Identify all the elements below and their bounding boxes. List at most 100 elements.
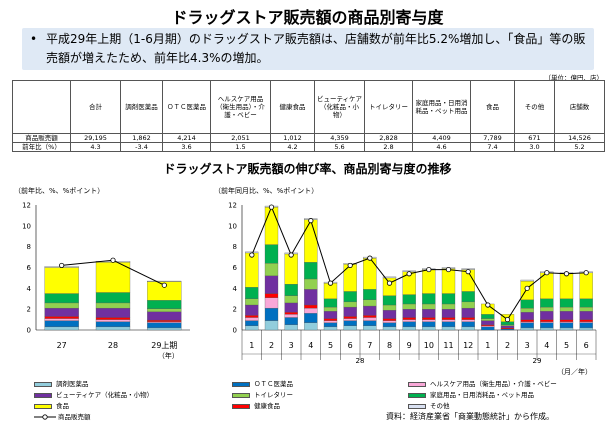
legend-item-line: 商品販売額 [34,411,91,421]
bar-segment [402,319,416,322]
bar-segment [579,322,593,329]
bar-segment [44,326,79,331]
bar-segment [500,325,515,329]
sales-table: 合計 調剤医薬品 ＯＴＣ医薬品 ヘルスケア用品（衛生用品）・介護・ベビー 健康食… [12,80,605,152]
bar-segment [264,293,279,298]
bar-segment [147,280,182,282]
x-tick-label: 5 [564,341,569,350]
sales-line-point [110,257,116,263]
bar-segment [559,298,574,308]
bar-segment [147,319,182,322]
bar-segment [402,326,416,331]
bar-segment [343,325,357,331]
bar-segment [441,309,456,318]
sales-line [251,205,587,321]
legend-label: 健康食品 [254,402,280,410]
bar-segment [363,299,377,307]
bar-segment [559,311,574,320]
bar-segment [481,314,495,319]
bar-segment [520,299,534,309]
bar-segment [559,273,574,299]
y-axis-label: （前年同月比、%、%ポイント） [214,186,318,195]
bar-segment [461,326,475,331]
bar-segment [44,318,79,321]
bar-segment [382,318,397,321]
page-title: ドラッグストア販売額の商品別寄与度 [171,8,444,27]
y-tick-label: 6 [27,264,32,272]
bar-segment [422,321,436,328]
sales-line-point [445,266,452,273]
y-tick-label: 10 [22,222,31,230]
bar-segment [500,328,515,331]
bar-segment [44,320,79,328]
legend-label: ビューティケア（化粧品・小物） [56,391,154,399]
legend-item: 健康食品 [232,400,280,410]
bar-segment [579,298,593,308]
bar-segment [382,304,397,311]
y-tick-label: 6 [233,264,238,272]
bar-segment [402,303,416,310]
bar-segment [264,206,279,245]
table-header-cell: トイレタリー [364,80,413,134]
x-tick-label: 10 [424,341,434,350]
legend-label: ＯＴＣ医薬品 [254,380,293,388]
y-tick-label: 2 [27,306,31,314]
table-header-cell: その他 [514,80,555,134]
bar-segment [559,321,574,323]
bar-segment [441,319,456,322]
chart-subtitle: ドラッグストア販売額の伸び率、商品別寄与度の推移 [163,162,452,176]
bar-segment [95,326,131,331]
bar-segment [284,324,298,331]
x-tick-label: 11 [443,341,453,350]
bar-segment [520,327,534,331]
legend-item: ヘルスケア用品（衛生用品）・介護・ベビー [408,378,557,388]
bar-segment [481,318,495,321]
bar-segment [540,306,554,312]
bar-segment [245,320,259,326]
table-row: 前年比（%） 4.3 -3.4 3.6 1.5 4.2 5.6 2.8 4.6 … [12,142,605,152]
table-header-cell [12,80,71,134]
bar-segment [441,293,456,305]
x-tick-label: 28 [108,341,118,350]
x-unit-label: （年） [158,351,179,360]
legend-item: トイレタリー [232,389,293,399]
x-unit-label: （月／年） [557,367,592,376]
y-tick-label: 0 [27,327,31,335]
bar-segment [402,309,416,318]
legend-item: 食品 [34,400,69,410]
bar-segment [343,320,357,326]
x-tick-label: 1 [485,341,490,350]
bar-segment [264,297,279,309]
legend-label: 商品販売額 [58,413,91,421]
summary-bullet: • [30,32,38,46]
bar-segment [422,303,436,310]
sales-line-point [504,316,511,323]
sales-line-point [327,280,334,286]
x-tick-label: 2 [505,341,510,350]
bar-segment [323,318,338,321]
bar-segment [540,298,554,308]
bar-segment [441,303,456,310]
bar-segment [579,311,593,320]
bar-segment [481,325,495,328]
y-tick-label: 8 [233,243,237,251]
summary-text: 平成29年上期（1-6月期）のドラッグストア販売額は、店舗数が前年比5.2%増加… [46,32,586,65]
x-tick-label: 2 [269,341,274,350]
bar-segment [382,320,397,323]
x-tick-label: 4 [544,341,549,350]
bar-segment [520,279,534,282]
bar-segment [323,298,338,308]
bar-segment [304,307,318,314]
bar-segment [95,319,131,322]
table-header-cell: 健康食品 [270,80,315,134]
legend-swatch [408,403,426,409]
bar-segment [382,310,397,319]
bar-segment [559,327,574,331]
bar-segment [44,302,79,309]
bar-segment [520,312,534,320]
bar-segment [284,312,298,315]
bar-segment [343,316,357,319]
bar-segment [441,317,456,320]
bar-segment [500,327,515,330]
